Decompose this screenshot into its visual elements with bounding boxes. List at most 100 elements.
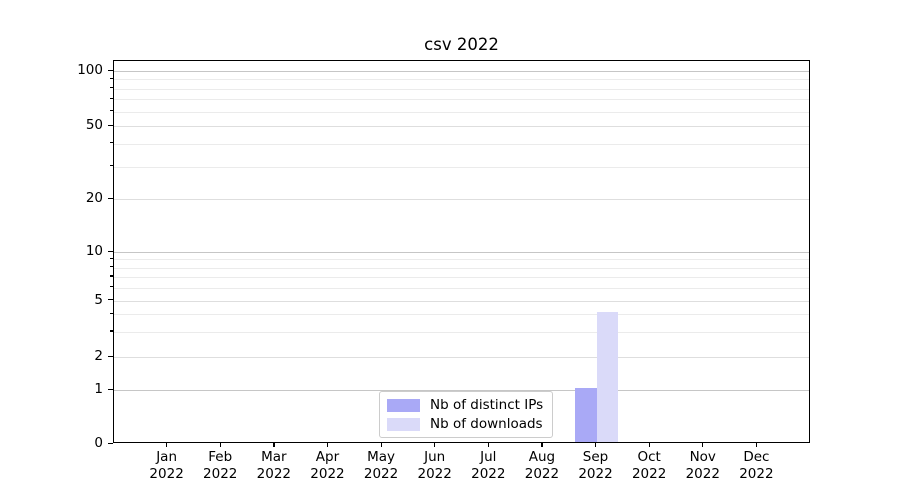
- x-tick-label-feb: Feb 2022: [188, 449, 252, 482]
- gridline-10: [114, 252, 809, 253]
- x-label-month: Sep: [582, 449, 609, 465]
- gridline-1: [114, 390, 809, 391]
- x-tick-feb: [219, 443, 221, 447]
- x-label-year: 2022: [471, 465, 506, 482]
- legend-label-downloads: Nb of downloads: [430, 416, 543, 432]
- y-tick-label-2: 2: [94, 348, 103, 364]
- plot-area: [113, 60, 810, 443]
- y-tick-5: [108, 299, 113, 301]
- y-tick-100: [108, 69, 113, 71]
- gridline-minor-7: [114, 276, 809, 278]
- x-tick-jun: [434, 443, 436, 447]
- x-tick-label-sep: Sep 2022: [564, 449, 628, 482]
- y-tick-50: [108, 124, 113, 126]
- gridline-minor-90: [114, 79, 809, 81]
- x-label-month: Jul: [480, 449, 497, 465]
- gridline-5: [114, 300, 809, 302]
- y-tick-label-20: 20: [85, 190, 103, 206]
- gridline-20: [114, 199, 809, 200]
- x-label-month: Aug: [528, 449, 556, 465]
- x-tick-mar: [273, 443, 275, 447]
- gridline-2: [114, 357, 809, 358]
- gridline-minor-40: [114, 143, 809, 145]
- x-label-month: Oct: [637, 449, 661, 465]
- x-tick-jul: [487, 443, 489, 447]
- x-label-month: May: [367, 449, 396, 465]
- y-minor-tick-7: [110, 275, 113, 277]
- x-label-year: 2022: [203, 465, 238, 482]
- x-label-year: 2022: [363, 465, 399, 482]
- x-tick-label-nov: Nov 2022: [671, 449, 735, 482]
- x-tick-label-apr: Apr 2022: [295, 449, 359, 482]
- gridline-minor-80: [114, 88, 809, 90]
- y-minor-tick-30: [110, 165, 113, 167]
- legend-item-distinct-ips: Nb of distinct IPs: [387, 397, 543, 413]
- gridline-minor-70: [114, 99, 809, 101]
- y-tick-20: [108, 197, 113, 199]
- y-tick-label-10: 10: [85, 243, 103, 259]
- bar-downloads-sep: [596, 312, 619, 442]
- legend: Nb of distinct IPs Nb of downloads: [379, 391, 554, 438]
- gridline-100: [114, 71, 809, 72]
- x-label-month: Apr: [315, 449, 340, 465]
- legend-swatch-distinct-ips: [387, 398, 420, 412]
- legend-label-distinct-ips: Nb of distinct IPs: [430, 397, 544, 413]
- x-label-month: Jan: [156, 449, 178, 465]
- y-minor-tick-40: [110, 142, 113, 144]
- x-tick-oct: [648, 443, 650, 447]
- x-tick-aug: [541, 443, 543, 447]
- x-label-year: 2022: [685, 465, 720, 482]
- x-label-year: 2022: [417, 465, 452, 482]
- x-tick-label-may: May 2022: [349, 449, 413, 482]
- x-label-year: 2022: [256, 465, 292, 482]
- y-minor-tick-60: [110, 110, 113, 112]
- x-label-month: Nov: [689, 449, 716, 465]
- gridline-minor-6: [114, 287, 809, 289]
- x-tick-label-jul: Jul 2022: [456, 449, 520, 482]
- gridline-minor-60: [114, 111, 809, 113]
- x-label-month: Dec: [743, 449, 770, 465]
- y-minor-tick-4: [110, 312, 113, 314]
- bar-distinct-ips-sep: [575, 388, 597, 442]
- x-label-month: Feb: [208, 449, 233, 465]
- legend-swatch-downloads: [387, 417, 420, 431]
- y-minor-tick-90: [110, 77, 113, 80]
- y-minor-tick-3: [110, 330, 113, 332]
- x-label-year: 2022: [578, 465, 613, 482]
- x-tick-label-aug: Aug 2022: [510, 449, 574, 482]
- x-tick-may: [380, 443, 382, 447]
- y-tick-label-50: 50: [85, 117, 103, 133]
- gridline-minor-4: [114, 314, 809, 316]
- chart-title: csv 2022: [424, 35, 499, 54]
- gridline-50: [114, 126, 809, 127]
- gridline-minor-9: [114, 259, 809, 261]
- gridline-minor-8: [114, 267, 809, 269]
- x-label-year: 2022: [310, 465, 345, 482]
- y-tick-label-1: 1: [94, 381, 103, 397]
- y-minor-tick-8: [110, 266, 113, 268]
- gridline-minor-30: [114, 166, 809, 168]
- x-tick-jan: [166, 443, 168, 447]
- x-tick-dec: [755, 443, 758, 447]
- x-label-year: 2022: [631, 465, 667, 482]
- legend-item-downloads: Nb of downloads: [387, 416, 543, 432]
- x-tick-label-jun: Jun 2022: [403, 449, 467, 482]
- x-label-year: 2022: [739, 465, 774, 482]
- y-tick-1: [108, 388, 113, 390]
- x-label-month: Jun: [424, 449, 446, 465]
- x-tick-label-oct: Oct 2022: [617, 449, 681, 482]
- y-minor-tick-70: [110, 97, 113, 99]
- y-tick-label-0: 0: [94, 435, 103, 451]
- y-minor-tick-6: [110, 286, 113, 288]
- y-tick-2: [108, 355, 113, 357]
- x-tick-label-dec: Dec 2022: [724, 449, 788, 482]
- y-tick-10: [108, 250, 113, 252]
- x-tick-sep: [595, 443, 597, 447]
- y-tick-label-100: 100: [77, 62, 103, 78]
- y-tick-0: [108, 442, 113, 444]
- x-label-year: 2022: [524, 465, 560, 482]
- y-minor-tick-9: [110, 257, 113, 260]
- y-minor-tick-80: [110, 87, 113, 89]
- gridline-minor-3: [114, 331, 809, 333]
